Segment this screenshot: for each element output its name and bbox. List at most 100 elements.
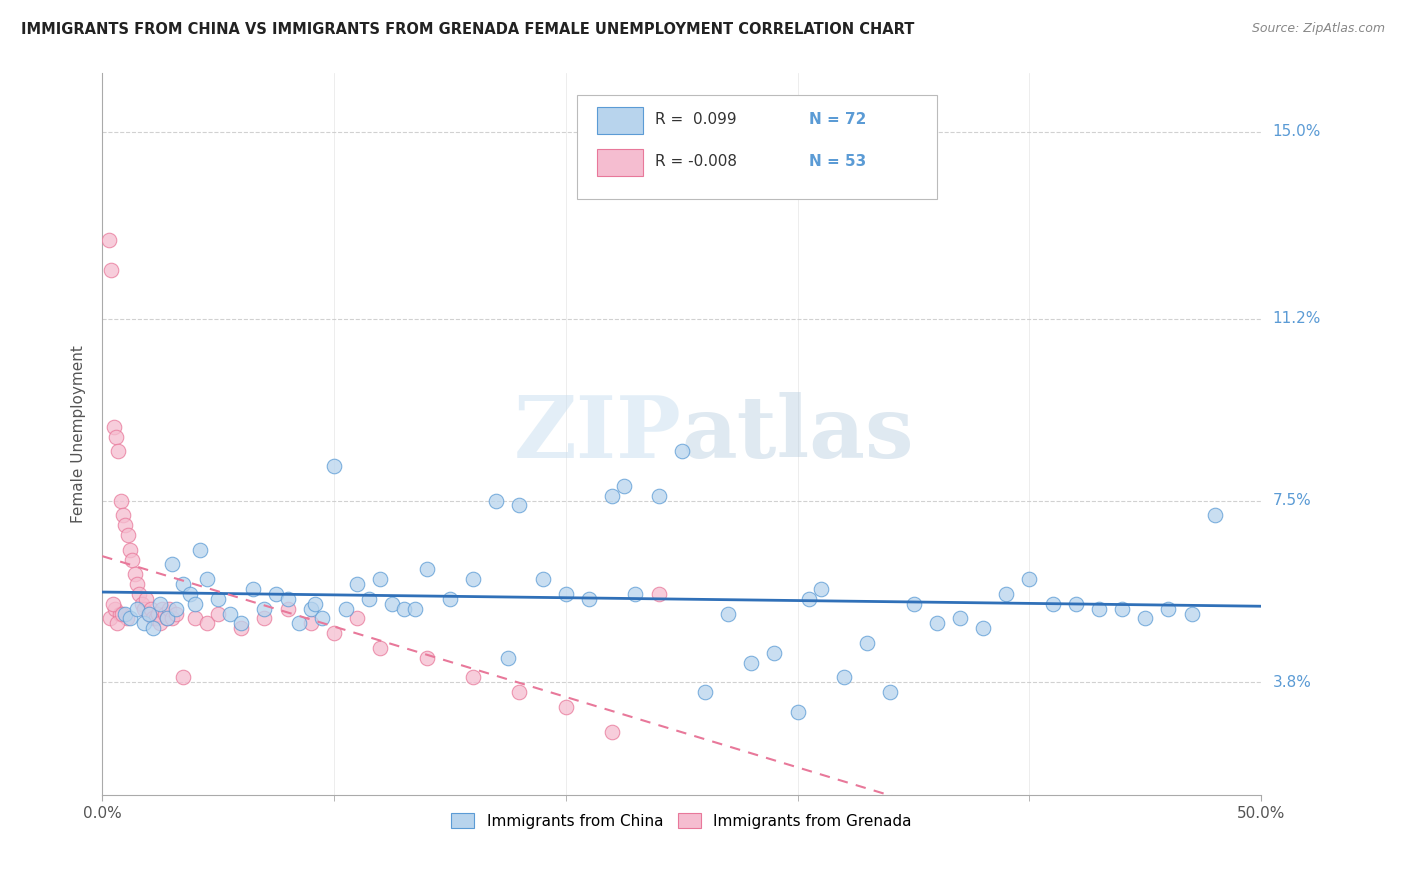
- Point: [242, 582, 264, 596]
- FancyBboxPatch shape: [578, 95, 936, 200]
- Point: [117, 528, 139, 542]
- Point: [207, 607, 229, 621]
- Point: [439, 591, 461, 606]
- Point: [1135, 611, 1157, 625]
- Point: [105, 616, 128, 631]
- Point: [142, 611, 165, 625]
- Point: [1042, 597, 1064, 611]
- Point: [277, 591, 299, 606]
- Point: [138, 607, 160, 621]
- Point: [179, 587, 201, 601]
- Text: R =  0.099: R = 0.099: [655, 112, 737, 128]
- Point: [304, 597, 326, 611]
- Point: [763, 646, 786, 660]
- Point: [207, 591, 229, 606]
- Point: [554, 700, 576, 714]
- Point: [346, 577, 368, 591]
- Point: [972, 621, 994, 635]
- Point: [879, 685, 901, 699]
- Text: N = 53: N = 53: [810, 154, 866, 169]
- Point: [118, 611, 141, 625]
- Point: [121, 552, 143, 566]
- Text: Source: ZipAtlas.com: Source: ZipAtlas.com: [1251, 22, 1385, 36]
- Point: [903, 597, 925, 611]
- Point: [188, 542, 211, 557]
- Point: [160, 558, 183, 572]
- Point: [118, 542, 141, 557]
- Point: [107, 444, 129, 458]
- Text: 7.5%: 7.5%: [1272, 493, 1310, 508]
- Point: [740, 656, 762, 670]
- Text: IMMIGRANTS FROM CHINA VS IMMIGRANTS FROM GRENADA FEMALE UNEMPLOYMENT CORRELATION: IMMIGRANTS FROM CHINA VS IMMIGRANTS FROM…: [21, 22, 914, 37]
- Point: [392, 601, 415, 615]
- Point: [416, 650, 439, 665]
- Point: [131, 597, 153, 611]
- Point: [103, 419, 125, 434]
- Bar: [598, 107, 644, 135]
- Point: [142, 621, 165, 635]
- Point: [299, 601, 322, 615]
- Point: [613, 479, 636, 493]
- Text: atlas: atlas: [682, 392, 914, 476]
- Point: [139, 601, 162, 615]
- Point: [647, 489, 669, 503]
- Point: [531, 572, 554, 586]
- Point: [184, 611, 207, 625]
- Point: [111, 607, 134, 621]
- Point: [153, 607, 176, 621]
- Point: [1204, 508, 1226, 523]
- Legend: Immigrants from China, Immigrants from Grenada: Immigrants from China, Immigrants from G…: [446, 806, 918, 835]
- Point: [128, 587, 150, 601]
- Point: [370, 572, 392, 586]
- Text: 3.8%: 3.8%: [1272, 675, 1312, 690]
- Point: [554, 587, 576, 601]
- Point: [323, 626, 346, 640]
- Point: [578, 591, 600, 606]
- Point: [172, 670, 194, 684]
- Point: [508, 499, 530, 513]
- Point: [159, 601, 181, 615]
- Point: [104, 601, 127, 615]
- Point: [152, 601, 174, 615]
- Point: [416, 562, 439, 576]
- Point: [370, 640, 392, 655]
- Point: [149, 597, 172, 611]
- Point: [311, 611, 333, 625]
- Point: [1018, 572, 1040, 586]
- Point: [195, 572, 218, 586]
- Point: [146, 607, 169, 621]
- Point: [156, 611, 179, 625]
- Point: [124, 567, 146, 582]
- Point: [335, 601, 357, 615]
- Point: [172, 577, 194, 591]
- Point: [184, 597, 207, 611]
- Point: [114, 518, 136, 533]
- Point: [231, 616, 253, 631]
- Text: 11.2%: 11.2%: [1272, 311, 1320, 326]
- Point: [138, 607, 160, 621]
- Point: [1088, 601, 1111, 615]
- Point: [101, 597, 124, 611]
- Text: 15.0%: 15.0%: [1272, 125, 1320, 139]
- Point: [145, 611, 167, 625]
- Point: [624, 587, 647, 601]
- Point: [717, 607, 740, 621]
- Point: [647, 587, 669, 601]
- Point: [112, 508, 135, 523]
- Point: [357, 591, 380, 606]
- Point: [671, 444, 693, 458]
- Point: [165, 601, 187, 615]
- Point: [125, 601, 148, 615]
- Point: [132, 616, 155, 631]
- Point: [856, 636, 879, 650]
- Point: [98, 611, 121, 625]
- Point: [277, 601, 299, 615]
- Point: [485, 493, 508, 508]
- Bar: [598, 149, 644, 177]
- Point: [461, 670, 484, 684]
- Y-axis label: Female Unemployment: Female Unemployment: [72, 345, 86, 523]
- Point: [1111, 601, 1133, 615]
- Text: ZIP: ZIP: [515, 392, 682, 476]
- Point: [156, 611, 179, 625]
- Point: [693, 685, 716, 699]
